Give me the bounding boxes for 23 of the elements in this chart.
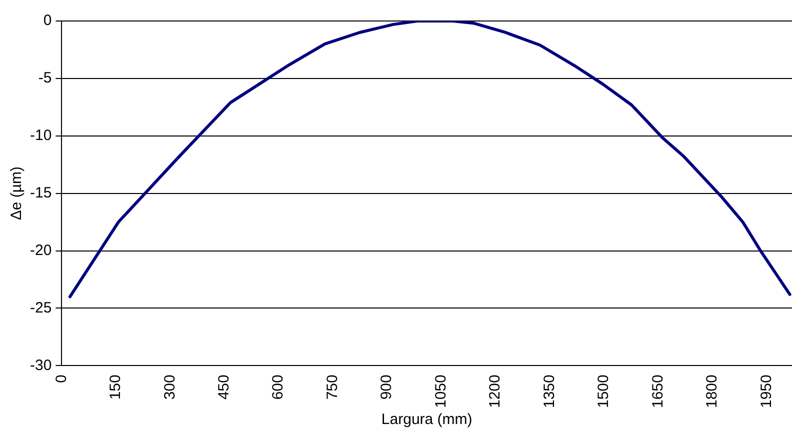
x-tick-label: 1650 <box>649 374 666 408</box>
x-tick-label: 900 <box>378 374 396 400</box>
y-tick-label: 0 <box>43 12 52 30</box>
x-axis-title: Largura (mm) <box>381 411 472 428</box>
x-tick-label: 450 <box>216 374 233 400</box>
x-tick-label: 300 <box>161 374 178 400</box>
y-axis-title: Δe (µm) <box>8 166 26 220</box>
x-tick-label: 600 <box>270 374 287 400</box>
x-tick-label: 1800 <box>704 374 721 408</box>
x-tick-label: 1200 <box>486 374 504 408</box>
x-tick-label: 750 <box>324 374 341 400</box>
y-tick-label: -25 <box>30 299 52 316</box>
y-tick-label: -5 <box>38 70 52 87</box>
x-tick-label: 1350 <box>540 374 558 408</box>
y-tick-label: -20 <box>30 242 52 259</box>
x-tick-label: 1500 <box>595 374 612 408</box>
y-tick-label: -10 <box>30 127 52 144</box>
x-tick-label: 0 <box>52 374 70 383</box>
x-tick-label: 150 <box>107 374 124 400</box>
y-tick-label: -30 <box>30 356 52 374</box>
x-tick-label: 1950 <box>758 374 775 408</box>
y-tick-label: -15 <box>30 184 52 202</box>
x-tick-label: 1050 <box>432 374 450 408</box>
